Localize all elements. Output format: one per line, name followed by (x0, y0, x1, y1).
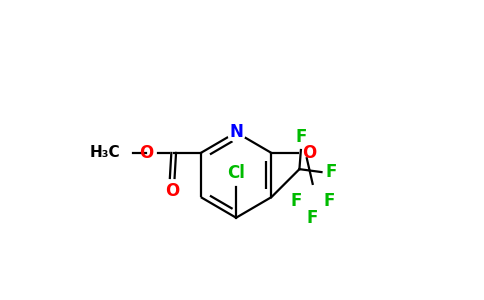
Text: O: O (302, 144, 317, 162)
Text: F: F (307, 209, 318, 227)
Text: F: F (326, 163, 337, 181)
Text: F: F (291, 192, 302, 210)
Text: O: O (139, 144, 153, 162)
Text: F: F (295, 128, 306, 146)
Text: Cl: Cl (227, 164, 245, 181)
Text: H₃C: H₃C (89, 146, 120, 160)
Text: N: N (229, 123, 243, 141)
Text: O: O (165, 182, 180, 200)
Text: F: F (323, 192, 334, 210)
